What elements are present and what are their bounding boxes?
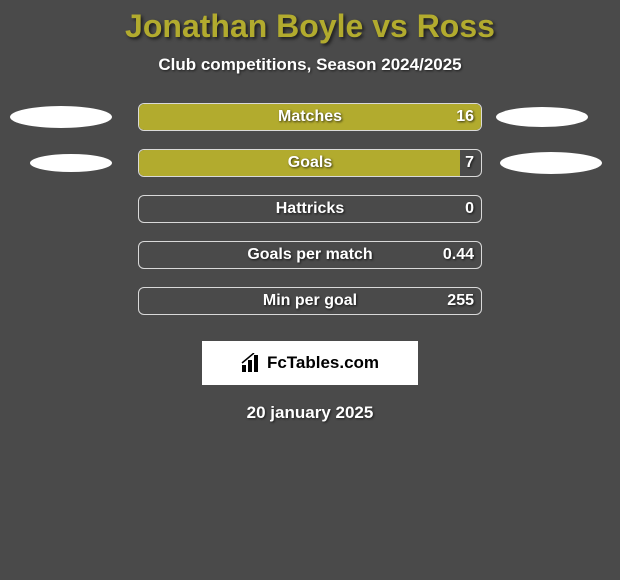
left-player-marker [30,154,112,172]
stat-bar-track [138,195,482,223]
comparison-subtitle: Club competitions, Season 2024/2025 [0,55,620,75]
stat-bar-track [138,287,482,315]
stat-row: Min per goal255 [0,287,620,333]
stat-row: Goals7 [0,149,620,195]
right-player-marker [496,107,588,127]
stat-bar-track [138,241,482,269]
snapshot-date: 20 january 2025 [0,403,620,423]
stat-bar-fill [139,150,460,176]
bar-chart-icon [241,353,263,373]
source-logo-text: FcTables.com [267,353,379,373]
right-player-marker [500,152,602,174]
stat-row: Goals per match0.44 [0,241,620,287]
stat-row: Matches16 [0,103,620,149]
stat-bar-fill [139,104,481,130]
left-player-marker [10,106,112,128]
stat-bar-track [138,149,482,177]
stat-row: Hattricks0 [0,195,620,241]
stat-bar-track [138,103,482,131]
comparison-title: Jonathan Boyle vs Ross [0,0,620,45]
source-logo-box: FcTables.com [202,341,418,385]
stat-rows-container: Matches16Goals7Hattricks0Goals per match… [0,103,620,333]
